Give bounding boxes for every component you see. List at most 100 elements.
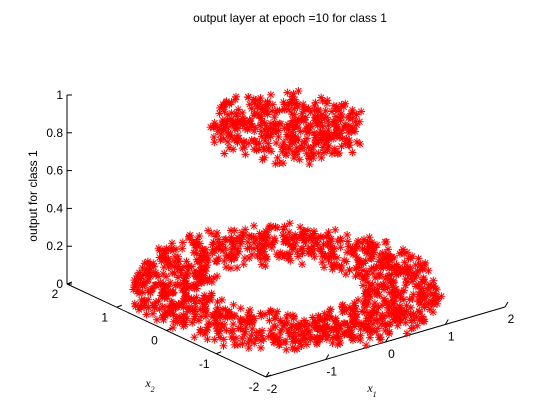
- z-tick-label: 0: [56, 277, 63, 291]
- scatter-point: [362, 267, 371, 276]
- scatter-point: [305, 320, 314, 329]
- scatter-point: [414, 254, 423, 263]
- scatter-point: [225, 143, 234, 152]
- scatter-point: [273, 307, 282, 316]
- scatter-point: [399, 268, 408, 277]
- scatter-point: [188, 306, 197, 315]
- scatter-point: [170, 262, 179, 271]
- scatter-point: [244, 308, 253, 317]
- scatter-point: [221, 235, 230, 244]
- scatter-point: [272, 138, 281, 147]
- scatter-point: [331, 316, 340, 325]
- scatter-point: [285, 228, 294, 237]
- scatter-point: [270, 314, 279, 323]
- scatter-point: [340, 256, 349, 265]
- x-axis-label: x1: [366, 381, 376, 399]
- scatter-point: [383, 301, 392, 310]
- scatter-point: [348, 148, 357, 157]
- scatter-point: [317, 93, 326, 102]
- scatter-point: [231, 118, 240, 127]
- scatter-point: [223, 137, 232, 146]
- scatter-point: [288, 242, 297, 251]
- x-tick-mark: [444, 319, 449, 325]
- scatter-point: [256, 309, 265, 318]
- scatter-point: [273, 223, 282, 232]
- scatter-point: [237, 316, 246, 325]
- scatter-point: [304, 153, 313, 162]
- scatter-point: [316, 232, 325, 241]
- scatter-point: [323, 231, 332, 240]
- scatter-point: [256, 249, 265, 258]
- scatter-point: [236, 304, 245, 313]
- scatter-point: [140, 297, 149, 306]
- scatter-point: [227, 326, 236, 335]
- scatter-point: [373, 240, 382, 249]
- scatter-point: [360, 273, 369, 282]
- scatter-point: [152, 315, 161, 324]
- scatter-point: [203, 261, 212, 270]
- scatter-point: [227, 333, 236, 342]
- scatter-point: [308, 313, 317, 322]
- scatter-point: [294, 252, 303, 261]
- scatter-point: [282, 345, 291, 354]
- scatter-point: [372, 264, 381, 273]
- scatter-point: [348, 315, 357, 324]
- scatter-point: [273, 336, 282, 345]
- scatter-point: [376, 333, 385, 342]
- scatter-point: [418, 284, 427, 293]
- scatter-point: [288, 120, 297, 129]
- scatter-point: [298, 234, 307, 243]
- scatter-point: [226, 226, 235, 235]
- scatter-point: [356, 336, 365, 345]
- scatter-point: [310, 322, 319, 331]
- scatter-point: [168, 323, 177, 332]
- scatter-point: [134, 274, 143, 283]
- scatter-point: [290, 232, 299, 241]
- x-axis-label-base: x: [366, 381, 373, 395]
- scatter-point: [212, 316, 221, 325]
- z-tick-label: 0.4: [46, 201, 63, 215]
- scatter-point: [321, 106, 330, 115]
- scatter-point: [169, 317, 178, 326]
- y-tick-mark: [216, 351, 222, 355]
- scatter-point: [143, 257, 152, 266]
- scatter-point: [261, 131, 270, 140]
- scatter-point: [157, 291, 166, 300]
- scatter-point: [372, 327, 381, 336]
- scatter-point: [228, 236, 237, 245]
- scatter-point: [306, 120, 315, 129]
- scatter-point: [151, 268, 160, 277]
- scatter-point: [333, 237, 342, 246]
- scatter-point: [148, 284, 157, 293]
- scatter-point: [295, 155, 304, 164]
- scatter-point: [184, 261, 193, 270]
- z-tick-label: 1: [56, 88, 63, 102]
- scatter-point: [317, 118, 326, 127]
- scatter-point: [353, 256, 362, 265]
- scatter-point: [249, 221, 258, 230]
- scatter-point: [245, 335, 254, 344]
- scatter-point: [182, 314, 191, 323]
- scatter-point: [273, 153, 282, 162]
- scatter-point: [240, 327, 249, 336]
- scatter-point: [244, 231, 253, 240]
- scatter-point: [174, 273, 183, 282]
- scatter-point: [279, 138, 288, 147]
- scatter-point: [245, 313, 254, 322]
- scatter-point: [425, 305, 434, 314]
- scatter-point: [332, 102, 341, 111]
- scatter-point: [286, 256, 295, 265]
- scatter-point: [222, 117, 231, 126]
- scatter-point: [359, 281, 368, 290]
- scatter-point: [236, 324, 245, 333]
- scatter-point: [366, 292, 375, 301]
- scatter-point: [205, 296, 214, 305]
- scatter-point: [383, 272, 392, 281]
- scatter-point: [325, 306, 334, 315]
- scatter-point: [260, 229, 269, 238]
- x-tick-label: -1: [326, 365, 337, 379]
- scatter-point: [380, 294, 389, 303]
- scatter-point: [300, 138, 309, 147]
- scatter-point: [203, 323, 212, 332]
- scatter-point: [352, 110, 361, 119]
